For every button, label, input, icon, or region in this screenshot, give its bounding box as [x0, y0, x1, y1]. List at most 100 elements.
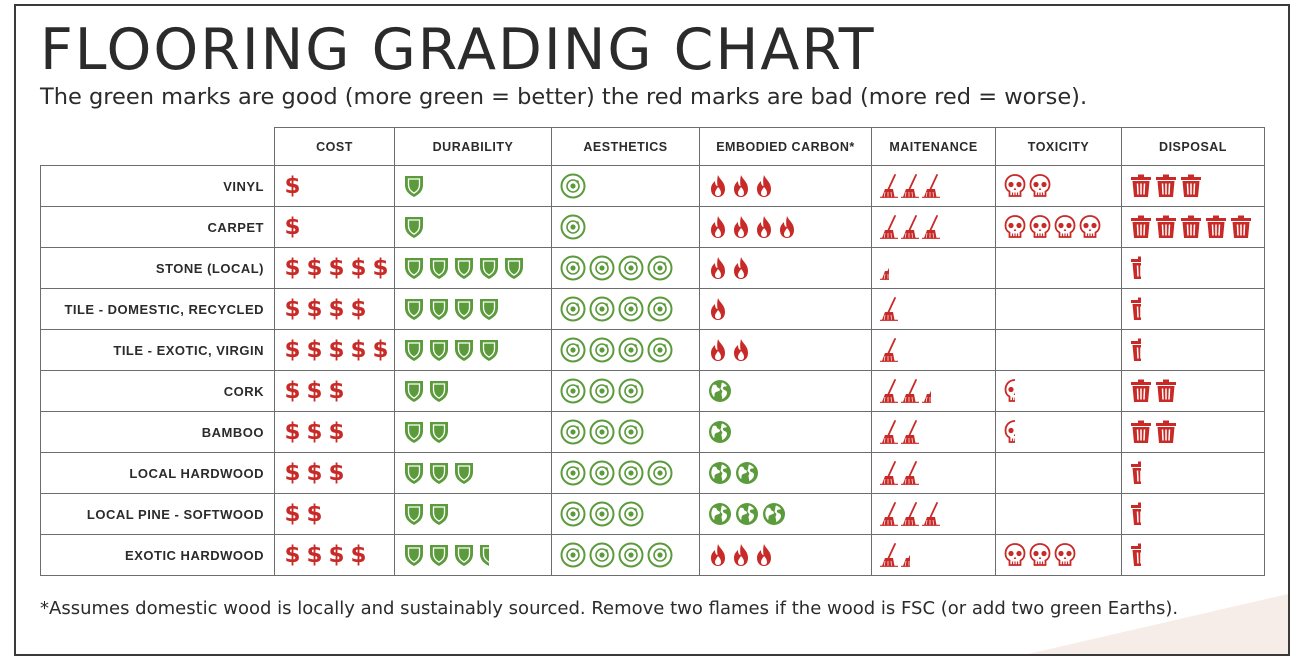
- dollar-icon: $: [350, 295, 367, 322]
- dollar-icon: $: [284, 336, 301, 363]
- eye-icon: [589, 460, 615, 486]
- earth-marks: [708, 412, 871, 452]
- eye-marks: [560, 453, 699, 493]
- eye-marks: [560, 412, 699, 452]
- trash-can-marks: [1130, 494, 1264, 534]
- dollar-icon: $: [328, 336, 345, 363]
- trash-can-partial-icon: [1130, 256, 1141, 280]
- shield-marks: [403, 166, 551, 206]
- skull-marks: [1004, 207, 1121, 247]
- broom-icon: [922, 502, 940, 526]
- cost-cell: $ $ $ $: [274, 288, 395, 330]
- eye-icon: [560, 173, 586, 199]
- disposal-cell: [1121, 165, 1265, 207]
- broom-icon: [922, 174, 940, 198]
- cost-cell: $: [274, 165, 395, 207]
- skull-icon: [1004, 543, 1026, 567]
- durability-cell: [394, 493, 552, 535]
- shield-marks: [403, 453, 551, 493]
- cost-cell: $ $ $ $ $: [274, 247, 395, 289]
- trash-can-partial-icon: [1130, 338, 1141, 362]
- flame-icon: [731, 338, 751, 362]
- trash-can-icon: [1205, 215, 1227, 239]
- broom-icon: [880, 502, 898, 526]
- eye-icon: [618, 542, 644, 568]
- dollar-icon: $: [284, 459, 301, 486]
- flame-icon: [708, 256, 728, 280]
- flame-icon: [708, 338, 728, 362]
- grading-table: COST DURABILITY AESTHETICS EMBODIED CARB…: [40, 127, 1265, 576]
- cost-cell: $ $ $ $: [274, 534, 395, 576]
- cost-cell: $ $ $ $ $: [274, 329, 395, 371]
- eye-icon: [618, 296, 644, 322]
- durability-cell: [394, 534, 552, 576]
- dollar-marks: $ $ $: [283, 412, 394, 452]
- eye-icon: [560, 378, 586, 404]
- dollar-icon: $: [328, 459, 345, 486]
- flame-icon: [708, 543, 728, 567]
- dollar-icon: $: [306, 336, 323, 363]
- trash-can-marks: [1130, 412, 1264, 452]
- row-label: STONE (LOCAL): [40, 247, 275, 289]
- trash-can-marks: [1130, 166, 1264, 206]
- shield-icon: [428, 338, 450, 362]
- eye-icon: [560, 255, 586, 281]
- dollar-icon: $: [328, 295, 345, 322]
- table-row: STONE (LOCAL) $ $ $ $ $: [40, 247, 1265, 289]
- broom-icon: [880, 297, 898, 321]
- skull-icon: [1029, 543, 1051, 567]
- durability-cell: [394, 329, 552, 371]
- durability-cell: [394, 165, 552, 207]
- eye-icon: [618, 378, 644, 404]
- maintenance-cell: [871, 452, 996, 494]
- broom-icon: [901, 461, 919, 485]
- shield-icon: [503, 256, 525, 280]
- maintenance-cell: [871, 165, 996, 207]
- eye-icon: [647, 296, 673, 322]
- disposal-cell: [1121, 411, 1265, 453]
- dollar-icon: $: [328, 377, 345, 404]
- toxicity-cell: [995, 452, 1122, 494]
- toxicity-cell: [995, 370, 1122, 412]
- dollar-marks: $ $: [283, 494, 394, 534]
- aesthetics-cell: [551, 288, 700, 330]
- dollar-icon: $: [372, 336, 389, 363]
- row-label: LOCAL HARDWOOD: [40, 452, 275, 494]
- shield-icon: [403, 461, 425, 485]
- carbon-cell: [699, 288, 872, 330]
- broom-marks: [880, 289, 995, 329]
- eye-marks: [560, 248, 699, 288]
- broom-marks: [880, 166, 995, 206]
- broom-icon: [880, 420, 898, 444]
- eye-icon: [589, 501, 615, 527]
- maintenance-cell: [871, 247, 996, 289]
- cost-cell: $ $: [274, 493, 395, 535]
- broom-marks: [880, 453, 995, 493]
- dollar-icon: $: [284, 541, 301, 568]
- aesthetics-cell: [551, 493, 700, 535]
- dollar-icon: $: [306, 541, 323, 568]
- table-body: VINYL $ CARPET $ STONE (LOCAL) $ $ $ $ $ TILE - DO…: [40, 165, 1265, 576]
- dollar-icon: $: [328, 541, 345, 568]
- eye-icon: [589, 542, 615, 568]
- eye-icon: [560, 460, 586, 486]
- broom-marks: [880, 330, 995, 370]
- dollar-icon: $: [306, 377, 323, 404]
- eye-icon: [647, 460, 673, 486]
- eye-icon: [647, 542, 673, 568]
- broom-icon: [901, 379, 919, 403]
- earth-marks: [708, 453, 871, 493]
- trash-can-icon: [1130, 174, 1152, 198]
- dollar-icon: $: [284, 418, 301, 445]
- dollar-marks: $ $ $ $: [283, 535, 394, 575]
- eye-icon: [618, 460, 644, 486]
- durability-cell: [394, 452, 552, 494]
- skull-icon: [1079, 215, 1101, 239]
- page-title: FLOORING GRADING CHART: [40, 17, 876, 83]
- column-header-cost: COST: [274, 127, 395, 166]
- table-row: CORK $ $ $: [40, 370, 1265, 412]
- dollar-icon: $: [328, 254, 345, 281]
- eye-marks: [560, 494, 699, 534]
- dollar-icon: $: [306, 418, 323, 445]
- dollar-marks: $ $ $: [283, 453, 394, 493]
